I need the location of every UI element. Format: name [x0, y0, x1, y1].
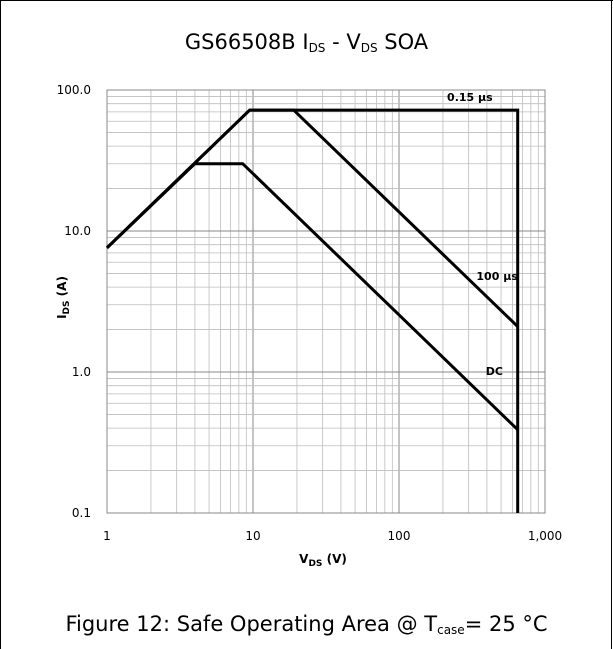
x-tick-label: 1 [103, 529, 111, 543]
x-tick-label: 10 [245, 529, 260, 543]
y-tick-label: 10.0 [64, 224, 91, 238]
series-label-1: 100 µs [476, 270, 518, 283]
series-label-2: DC [486, 365, 503, 378]
y-tick-label: 100.0 [57, 83, 91, 97]
y-tick-label: 1.0 [72, 365, 91, 379]
tick-labels: 1 10 100 1,000 0.1 1.0 10.0 100.0 [57, 83, 563, 543]
series-labels: 0.15 µs 100 µs DC [447, 91, 518, 378]
figure-caption: Figure 12: Safe Operating Area @ Tcase= … [65, 612, 548, 637]
x-axis-label: VDS (V) [299, 552, 347, 569]
series-line-1 [105, 108, 519, 328]
series-line-2 [105, 162, 519, 431]
series-label-0: 0.15 µs [447, 91, 493, 104]
x-tick-label: 100 [388, 529, 411, 543]
figure-frame-top [0, 0, 613, 1]
y-axis-label: IDS (A) [55, 276, 72, 319]
series-lines [105, 108, 520, 513]
series-line-0 [105, 108, 520, 513]
chart-title: GS66508B IDS - VDS SOA [184, 30, 429, 55]
grid [106, 89, 546, 514]
y-tick-label: 0.1 [72, 506, 91, 520]
x-tick-label: 1,000 [528, 529, 562, 543]
plot-border [106, 89, 546, 514]
